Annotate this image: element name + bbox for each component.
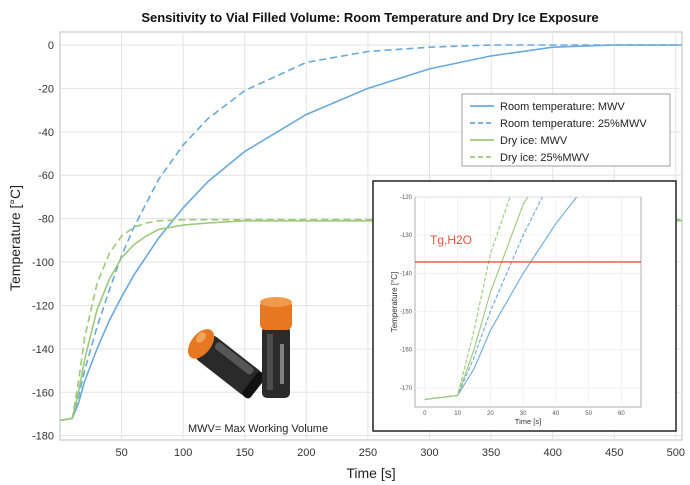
y-tick-label: -160 — [32, 387, 54, 399]
x-tick-label: 350 — [482, 447, 500, 459]
legend-label: Dry ice: 25%MWV — [500, 152, 590, 164]
series-line-1 — [59, 44, 682, 422]
series-line-0 — [59, 44, 682, 422]
x-tick-label: 250 — [359, 447, 377, 459]
inset-series-line-3 — [424, 197, 511, 400]
y-tick-label: 0 — [48, 40, 54, 52]
x-tick-label: 400 — [543, 447, 561, 459]
y-tick-label: -40 — [38, 127, 54, 139]
legend-label: Room temperature: 25%MWV — [500, 118, 647, 130]
legend-label: Room temperature: MWV — [500, 101, 625, 113]
y-tick-label: -20 — [38, 83, 54, 95]
x-axis-label: Time [s] — [346, 465, 395, 481]
inset-y-label: Temperature [°C] — [390, 272, 399, 333]
inset-x-tick-label: 20 — [487, 411, 494, 417]
inset-x-tick-label: 10 — [454, 411, 461, 417]
tg-annotation: Tg,H2O — [430, 233, 472, 247]
inset-x-tick-label: 50 — [585, 411, 592, 417]
inset-y-ticks: -120 -130 -140 -150 -160 -170 — [400, 195, 413, 392]
y-tick-label: -120 — [32, 300, 54, 312]
x-tick-label: 50 — [115, 447, 127, 459]
inset-x-tick-label: 30 — [520, 411, 527, 417]
inset-series-lines — [424, 197, 578, 400]
inset-y-tick-label: -160 — [400, 348, 413, 354]
y-tick-label: -100 — [32, 257, 54, 269]
inset-y-tick-label: -170 — [400, 386, 413, 392]
x-tick-label: 500 — [667, 447, 685, 459]
inset-x-label: Time [s] — [515, 417, 541, 426]
caption: MWV= Max Working Volume — [188, 423, 328, 435]
legend-label: Dry ice: MWV — [500, 135, 568, 147]
series-line-2 — [59, 220, 682, 422]
y-axis-label: Temperature [°C] — [7, 185, 23, 291]
inset-x-tick-label: 40 — [552, 411, 559, 417]
x-tick-label: 450 — [605, 447, 623, 459]
y-tick-label: -80 — [38, 214, 54, 226]
inset-x-tick-label: 0 — [423, 411, 427, 417]
legend-entries: Room temperature: MWV Room temperature: 2… — [470, 101, 647, 164]
legend: Room temperature: MWV Room temperature: 2… — [461, 93, 671, 167]
inset-series-line-0 — [424, 197, 578, 400]
inset-x-tick-label: 60 — [618, 411, 625, 417]
y-tick-label: -180 — [32, 431, 54, 443]
inset-series-line-2 — [424, 197, 529, 400]
series-line-3 — [59, 218, 682, 422]
vials-illustration — [187, 297, 292, 399]
inset-y-tick-label: -140 — [400, 271, 413, 277]
standing-vial — [260, 297, 292, 398]
lying-vial — [187, 329, 266, 399]
y-axis-ticks: 0 -20 -40 -60 -80 -100 -120 -140 -160 -180 — [32, 40, 54, 443]
x-tick-label: 100 — [174, 447, 192, 459]
x-tick-label: 150 — [236, 447, 254, 459]
legend-box — [461, 93, 671, 167]
chart-title: Sensitivity to Vial Filled Volume: Room … — [141, 10, 598, 25]
x-axis-ticks: 50 100 150 200 250 300 350 400 450 500 — [115, 447, 685, 459]
inset-x-ticks: 0 10 20 30 40 50 60 — [423, 411, 625, 417]
series-lines — [59, 44, 682, 422]
x-tick-label: 300 — [420, 447, 438, 459]
inset-y-tick-label: -130 — [400, 233, 413, 239]
inset-chart: 0 10 20 30 40 50 60 -120 -130 -140 -150 -160 -170 T… — [372, 180, 677, 432]
inset-y-tick-label: -120 — [400, 195, 413, 201]
x-tick-label: 200 — [297, 447, 315, 459]
y-tick-label: -60 — [38, 170, 54, 182]
inset-plot-area — [414, 196, 642, 408]
y-tick-label: -140 — [32, 344, 54, 356]
inset-y-tick-label: -150 — [400, 310, 413, 316]
